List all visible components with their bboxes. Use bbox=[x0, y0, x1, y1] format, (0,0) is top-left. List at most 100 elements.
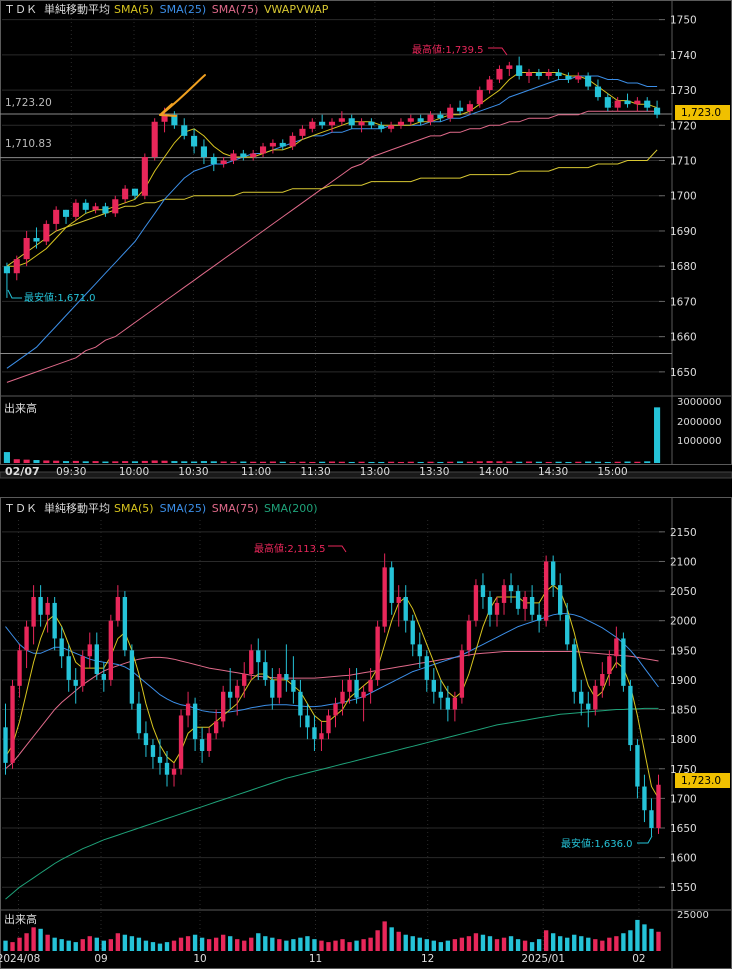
intraday-volume-bar bbox=[575, 461, 582, 463]
daily-panel-frame bbox=[0, 497, 732, 969]
intraday-volume-bar bbox=[437, 461, 444, 463]
intraday-candle-body bbox=[240, 153, 247, 157]
intraday-candle-body bbox=[338, 118, 345, 122]
daily-volume-bar bbox=[136, 937, 142, 951]
intraday-candle-body bbox=[496, 68, 503, 80]
daily-candle-body bbox=[80, 656, 85, 686]
daily-candle-body bbox=[157, 756, 163, 763]
daily-volume-bar bbox=[305, 936, 310, 951]
intraday-ytick-label-3: 1680 bbox=[670, 261, 697, 273]
daily-volume-bar bbox=[515, 939, 521, 951]
intraday-candle-body bbox=[624, 100, 631, 105]
intraday-ytick-label-1: 1660 bbox=[670, 332, 697, 344]
intraday-volume-bar bbox=[131, 461, 139, 463]
daily-volume-bar bbox=[635, 919, 640, 951]
intraday-xtick-3: 11:00 bbox=[241, 466, 271, 478]
daily-volume-bar bbox=[431, 940, 436, 951]
daily-volume-bar bbox=[487, 936, 493, 951]
daily-volume-bar bbox=[228, 936, 233, 951]
daily-candle-body bbox=[17, 650, 22, 686]
intraday-volume-bar bbox=[496, 461, 503, 463]
daily-candle-body bbox=[45, 602, 50, 615]
daily-candle-body bbox=[192, 703, 198, 740]
intraday-last-price-tag: 1,723.0 bbox=[681, 107, 721, 119]
intraday-volume-bar bbox=[388, 461, 395, 463]
intraday-candle-body bbox=[594, 86, 602, 98]
daily-volume-bar bbox=[59, 939, 64, 951]
intraday-candle-body bbox=[72, 202, 79, 217]
intraday-volume-bar bbox=[92, 461, 99, 463]
intraday-ytick-label-9: 1740 bbox=[670, 50, 697, 62]
daily-volume-bar bbox=[558, 936, 563, 951]
daily-ytick-label-1: 1600 bbox=[670, 853, 697, 865]
intraday-candle-body bbox=[269, 142, 276, 147]
daily-volume-bar bbox=[291, 939, 296, 951]
intraday-volume-bar bbox=[555, 461, 562, 463]
daily-candle-body bbox=[635, 745, 640, 787]
intraday-volume-bar bbox=[191, 461, 198, 463]
intraday-volume-bar bbox=[62, 461, 70, 463]
intraday-volume-bar bbox=[181, 461, 188, 463]
intraday-candle-body bbox=[368, 121, 375, 126]
intraday-candle-body bbox=[585, 75, 592, 87]
intraday-volume-label: 出来高 bbox=[4, 401, 37, 415]
intraday-xtick-4: 11:30 bbox=[300, 466, 330, 478]
daily-legend-0: SMA(5) bbox=[114, 502, 154, 515]
daily-volume-bar bbox=[347, 942, 352, 951]
daily-high-annotation: 最高値:2,113.5 bbox=[254, 542, 326, 555]
daily-volume-bar bbox=[382, 921, 387, 951]
daily-volume-bar bbox=[171, 940, 177, 951]
daily-volume-label: 出来高 bbox=[4, 912, 37, 926]
daily-volume-bar bbox=[256, 933, 261, 951]
intraday-volume-bar bbox=[417, 461, 424, 463]
daily-candle-body bbox=[494, 602, 500, 615]
daily-volume-bar bbox=[656, 931, 661, 951]
daily-volume-bar bbox=[312, 939, 317, 951]
daily-volume-bar bbox=[543, 930, 549, 951]
daily-candle-body bbox=[305, 715, 310, 728]
daily-ytick-label-9: 2000 bbox=[670, 616, 697, 628]
daily-ytick-label-4: 1750 bbox=[670, 764, 697, 776]
intraday-candle-body bbox=[388, 125, 395, 129]
daily-ytick-label-10: 2050 bbox=[670, 586, 697, 598]
panel-separator[interactable] bbox=[0, 471, 732, 479]
intraday-low-annotation: 最安値:1,671.0 bbox=[24, 291, 96, 304]
daily-candle-body bbox=[228, 691, 233, 698]
daily-candle-body bbox=[312, 727, 317, 740]
daily-last-price-tag: 1,723.0 bbox=[681, 775, 721, 787]
daily-volume-bar bbox=[361, 939, 366, 951]
intraday-volume-bar bbox=[604, 461, 611, 463]
daily-last-price-tag-bg bbox=[675, 773, 730, 788]
daily-volume-bar bbox=[621, 933, 626, 951]
daily-candle-body bbox=[129, 650, 135, 704]
intraday-volume-bar bbox=[506, 461, 513, 463]
intraday-legend-3: VWAP bbox=[264, 3, 296, 16]
daily-low-annotation: 最安値:1,636.0 bbox=[561, 837, 633, 850]
daily-volume-bar bbox=[73, 942, 78, 951]
intraday-volume-bar bbox=[72, 460, 79, 463]
daily-volume-bar bbox=[375, 930, 380, 951]
intraday-volume-bar bbox=[220, 461, 227, 463]
intraday-candle-body bbox=[476, 90, 483, 105]
intraday-volume-bar bbox=[141, 460, 148, 463]
daily-candle-body bbox=[101, 674, 106, 680]
intraday-volume-bar bbox=[200, 461, 207, 463]
intraday-ytick-label-0: 1650 bbox=[670, 367, 697, 379]
intraday-candle-body bbox=[43, 223, 50, 242]
intraday-volume-bar bbox=[457, 461, 464, 463]
intraday-candle-body bbox=[565, 75, 572, 80]
intraday-volume-bar bbox=[476, 461, 483, 463]
intraday-candle-body bbox=[122, 188, 129, 200]
daily-candle-body bbox=[277, 674, 282, 698]
intraday-volume-bar bbox=[535, 461, 542, 463]
daily-volume-bar bbox=[536, 939, 542, 951]
daily-candle-body bbox=[445, 697, 451, 710]
daily-xtick-2: 10 bbox=[193, 953, 206, 965]
daily-volume-bar bbox=[459, 937, 465, 951]
daily-volume-bar bbox=[94, 937, 99, 951]
daily-candle-body bbox=[150, 745, 156, 757]
intraday-candle-body bbox=[427, 114, 434, 122]
intraday-candle-body bbox=[506, 65, 513, 69]
intraday-volume-bar bbox=[338, 461, 345, 463]
daily-xtick-3: 11 bbox=[309, 953, 322, 965]
